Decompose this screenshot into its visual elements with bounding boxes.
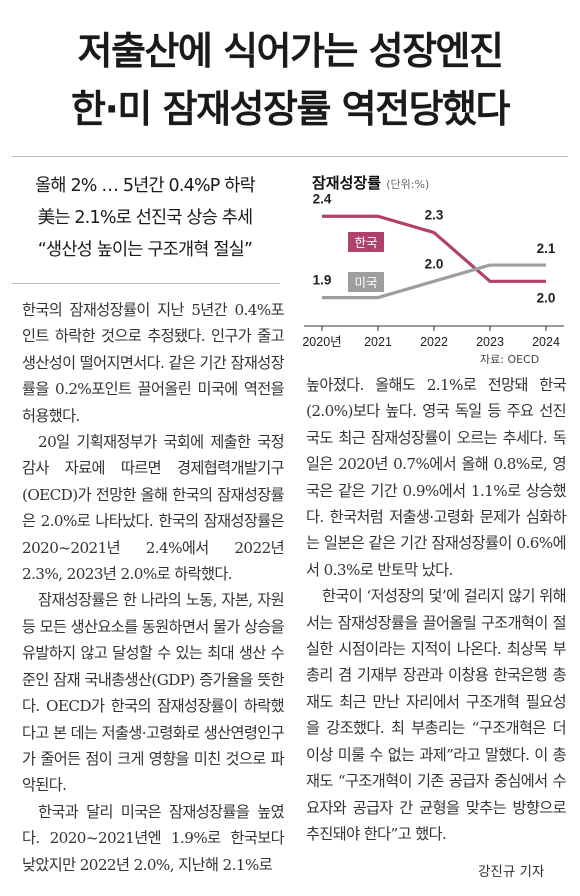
series-line-0	[322, 214, 546, 283]
article-right-column: 높아졌다. 올해도 2.1%로 전망돼 한국(2.0%)보다 높다. 영국 독일…	[306, 372, 567, 847]
paragraph-5: 높아졌다. 올해도 2.1%로 전망돼 한국(2.0%)보다 높다. 영국 독일…	[306, 376, 567, 579]
chart-unit: (단위:%)	[386, 178, 430, 191]
subhead-3: “생산성 높이는 구조개혁 절실”	[37, 240, 253, 260]
series-tag-label-1: 미국	[354, 275, 377, 290]
series-tag-0	[348, 232, 384, 252]
chart-title-text: 잠재성장률	[312, 174, 382, 192]
series-line-1	[322, 263, 546, 300]
x-tick-label-4: 2024	[532, 335, 560, 349]
paragraph-3: 잠재성장률은 한 나라의 노동, 자본, 자원 등 모든 생산요소를 동원하면서…	[22, 591, 285, 795]
x-tick-label-0: 2020년	[302, 335, 341, 349]
series-tag-label-0: 한국	[354, 235, 377, 250]
subhead-2: 美는 2.1%로 선진국 상승 추세	[37, 208, 254, 228]
data-label-1-4: 2.1	[537, 241, 556, 256]
paragraph-1: 한국의 잠재성장률이 지난 5년간 0.4%포인트 하락한 것으로 추정됐다. …	[22, 301, 285, 425]
potential-growth-chart: 2020년 2021 2022 2023 2024 2.4 2.3 2.0 한국 1.9 2.0 2.…	[302, 191, 564, 349]
x-tick-label-3: 2023	[476, 335, 504, 349]
data-label-0-0: 2.4	[313, 191, 332, 206]
headline-divider	[12, 156, 568, 157]
data-label-1-2: 2.0	[425, 256, 444, 271]
byline: 강진규 기자	[478, 864, 545, 880]
data-label-0-2: 2.3	[425, 208, 444, 223]
paragraph-2: 20일 기획재정부가 국회에 제출한 국정감사 자료에 따르면 경제협력개발기구…	[22, 433, 285, 584]
x-tick-label-1: 2021	[364, 335, 392, 349]
article-left-column: 한국의 잠재성장률이 지난 5년간 0.4%포인트 하락한 것으로 추정됐다. …	[22, 297, 285, 878]
data-label-0-4: 2.0	[537, 290, 556, 305]
x-tick-label-2: 2022	[420, 335, 448, 349]
subhead-1: 올해 2% … 5년간 0.4%P 하락	[35, 176, 256, 196]
headline-line-2: 한·미 잠재성장률 역전당했다	[71, 87, 510, 131]
paragraph-6: 한국이 ‘저성장의 덫’에 걸리지 않기 위해서는 잠재성장률을 끌어올릴 구조…	[306, 587, 567, 843]
headline-line-1: 저출산에 식어가는 성장엔진	[77, 29, 504, 73]
subheads: 올해 2% … 5년간 0.4%P 하락 美는 2.1%로 선진국 상승 추세 …	[0, 170, 290, 266]
subhead-divider	[12, 283, 280, 284]
chart-title: 잠재성장률 (단위:%)	[312, 172, 429, 193]
chart-source: 자료: OECD	[480, 353, 540, 366]
paragraph-4: 한국과 달리 미국은 잠재성장률을 높였다. 2020~2021년엔 1.9%로…	[22, 802, 285, 874]
data-label-1-0: 1.9	[313, 273, 332, 288]
series-tag-1	[348, 272, 384, 292]
headline: 저출산에 식어가는 성장엔진 한·미 잠재성장률 역전당했다	[0, 22, 580, 138]
